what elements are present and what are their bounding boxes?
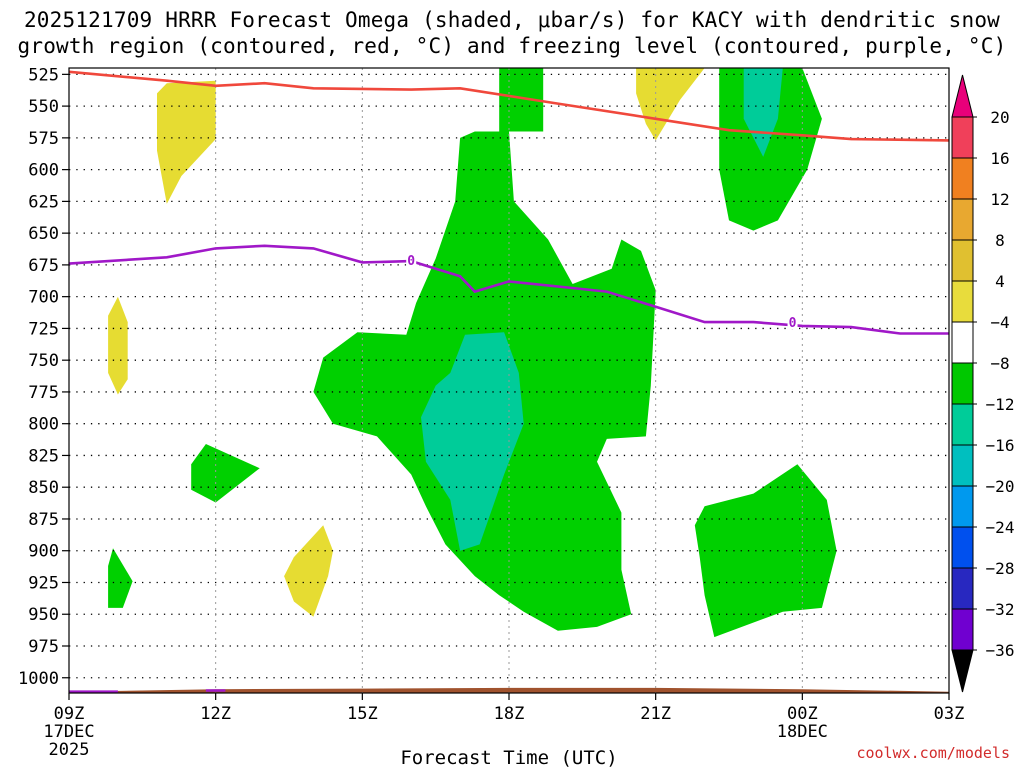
colorbar-bin-12 xyxy=(951,608,974,651)
omega-region-weak_rising-5 xyxy=(191,444,260,503)
y-tick-label-800: 800 xyxy=(28,415,59,435)
x-tick-label-09Z: 09Z xyxy=(54,704,85,724)
omega-region-weak_rising-6 xyxy=(108,548,133,608)
y-tick-label-550: 550 xyxy=(28,97,59,117)
colorbar-label-1: 16 xyxy=(990,149,1009,168)
y-tick-label-975: 975 xyxy=(28,637,59,657)
colorbar-top-arrow xyxy=(951,74,974,118)
colorbar-bin-0 xyxy=(951,116,974,159)
colorbar-label-11: −28 xyxy=(986,559,1015,578)
y-tick-label-625: 625 xyxy=(28,192,59,212)
omega-shading-layer xyxy=(69,68,949,693)
colorbar-label-8: −16 xyxy=(986,436,1015,455)
colorbar-label-2: 12 xyxy=(990,190,1009,209)
y-tick-label-875: 875 xyxy=(28,510,59,530)
colorbar-label-13: −36 xyxy=(986,641,1015,660)
x-tick-date-09Z: 17DEC xyxy=(43,722,94,742)
colorbar-label-0: 20 xyxy=(990,108,1009,127)
y-tick-label-575: 575 xyxy=(28,129,59,149)
colorbar-label-9: −20 xyxy=(986,477,1015,496)
y-tick-label-850: 850 xyxy=(28,478,59,498)
x-tick-date-00Z: 18DEC xyxy=(777,722,828,742)
colorbar-label-7: −12 xyxy=(986,395,1015,414)
colorbar-bin-3 xyxy=(951,239,974,282)
colorbar-bin-5 xyxy=(951,321,974,364)
omega-region-weak_rising-0 xyxy=(484,68,544,132)
freezing-level-line xyxy=(69,244,949,335)
y-tick-label-900: 900 xyxy=(28,542,59,562)
dgz-contour-line-upper xyxy=(866,63,949,66)
x-tick-label-03Z: 03Z xyxy=(934,704,965,724)
colorbar-bin-8 xyxy=(951,444,974,487)
title-line-1: 2025121709 HRRR Forecast Omega (shaded, … xyxy=(23,8,1001,32)
y-tick-label-700: 700 xyxy=(28,288,59,308)
colorbar-bin-1 xyxy=(951,157,974,200)
y-tick-label-525: 525 xyxy=(28,65,59,85)
contour-layer: 00 xyxy=(69,63,949,693)
colorbar-bin-11 xyxy=(951,567,974,610)
x-tick-label-15Z: 15Z xyxy=(347,704,378,724)
x-tick-label-12Z: 12Z xyxy=(200,704,231,724)
y-tick-label-750: 750 xyxy=(28,351,59,371)
y-axis: 525 550 575 600 625 650 675 700 725 750 775 800 825 8… xyxy=(18,65,69,689)
y-tick-label-650: 650 xyxy=(28,224,59,244)
colorbar-label-12: −32 xyxy=(986,600,1015,619)
title-line-2: growth region (contoured, red, °C) and f… xyxy=(17,34,1007,58)
freezing-level-label-0: 0 xyxy=(407,254,415,269)
freezing-level-label-bg-0 xyxy=(406,252,417,267)
colorbar-bin-6 xyxy=(951,362,974,405)
y-tick-label-825: 825 xyxy=(28,446,59,466)
colorbar-bin-7 xyxy=(951,403,974,446)
omega-region-weak_sinking-8 xyxy=(157,80,216,204)
x-tick-label-21Z: 21Z xyxy=(640,704,671,724)
colorbar-label-5: −4 xyxy=(990,313,1009,332)
omega-region-weak_sinking-11 xyxy=(284,525,333,617)
colorbar: 20 16 12 8 4 −4 −8 −12 −16 −20 −24 −28 −32 −36 xyxy=(951,74,1015,693)
y-tick-label-1000: 1000 xyxy=(18,669,59,689)
omega-region-moderate_rising-4 xyxy=(743,68,783,157)
credit-text: coolwx.com/models xyxy=(856,744,1010,762)
colorbar-bin-4 xyxy=(951,280,974,323)
freezing-level-label-1: 0 xyxy=(789,316,797,331)
terrain-fill xyxy=(69,687,949,693)
x-tick-label-18Z: 18Z xyxy=(494,704,525,724)
y-tick-label-675: 675 xyxy=(28,256,59,276)
x-axis-label: Forecast Time (UTC) xyxy=(400,747,617,768)
x-tick-label-00Z: 00Z xyxy=(787,704,818,724)
omega-region-moderate_rising-2 xyxy=(421,332,524,551)
colorbar-bottom-arrow xyxy=(951,649,974,693)
omega-region-weak_sinking-10 xyxy=(108,296,128,395)
colorbar-label-4: 4 xyxy=(995,272,1005,291)
colorbar-bin-2 xyxy=(951,198,974,241)
y-tick-label-600: 600 xyxy=(28,161,59,181)
freezing-level-label-bg-1 xyxy=(787,315,798,330)
colorbar-label-3: 8 xyxy=(995,231,1005,250)
omega-region-weak_rising-7 xyxy=(694,464,837,638)
colorbar-bin-10 xyxy=(951,526,974,569)
colorbar-label-10: −24 xyxy=(986,518,1015,537)
dgz-contour-line xyxy=(69,70,949,142)
y-tick-label-775: 775 xyxy=(28,383,59,403)
y-tick-label-950: 950 xyxy=(28,605,59,625)
y-tick-label-725: 725 xyxy=(28,319,59,339)
y-tick-label-925: 925 xyxy=(28,573,59,593)
colorbar-label-6: −8 xyxy=(990,354,1009,373)
omega-region-weak_sinking-9 xyxy=(636,68,705,141)
colorbar-bin-9 xyxy=(951,485,974,528)
x-tick-year-09Z: 2025 xyxy=(49,740,90,760)
